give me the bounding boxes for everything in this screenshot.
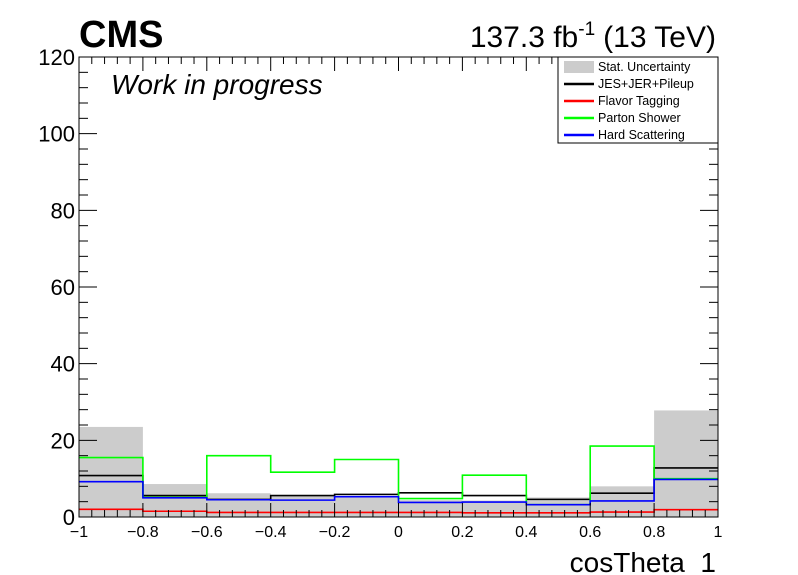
lumi-energy: (13 TeV)	[603, 21, 716, 54]
x-tick-label: −0.6	[191, 524, 223, 541]
x-tick-label: 0.2	[451, 524, 473, 541]
x-tick-label: 1	[714, 524, 723, 541]
y-tick-label: 120	[38, 45, 75, 70]
x-tick-label: −0.8	[127, 524, 159, 541]
experiment-label: CMS	[79, 14, 163, 56]
stat-uncertainty-legend-label: Stat. Uncertainty	[598, 60, 691, 74]
stat-uncertainty-bin-2	[206, 493, 271, 517]
flavor-tagging-line	[79, 508, 718, 514]
lumi-exponent: -1	[578, 19, 595, 40]
x-axis-label: cosTheta_1	[570, 547, 716, 575]
lumi-value: 137.3 fb	[470, 21, 578, 54]
y-tick-label: 80	[51, 198, 75, 223]
stat-uncertainty-bin-1	[142, 484, 207, 517]
hard-scattering-legend-label: Hard Scattering	[598, 128, 685, 142]
legend: Stat. Uncertainty JES+JER+Pileup Flavor Ta…	[557, 56, 719, 144]
y-tick-label: 60	[51, 275, 75, 300]
x-tick-label: 0.6	[579, 524, 601, 541]
x-tick-label: −0.4	[255, 524, 287, 541]
flavor-tagging-legend-label: Flavor Tagging	[598, 94, 680, 108]
stat-uncertainty-bin-4	[334, 497, 399, 517]
y-tick-label: 40	[51, 352, 75, 377]
x-tick-label: −1	[70, 524, 88, 541]
x-tick-label: 0.8	[643, 524, 665, 541]
y-tick-label: 20	[51, 428, 75, 453]
y-tick-label: 100	[38, 122, 75, 147]
y-tick-label: 0	[63, 505, 75, 530]
parton-shower-legend-label: Parton Shower	[598, 111, 681, 125]
luminosity-label: 137.3 fb-1 (13 TeV)	[470, 19, 716, 54]
x-tick-label: 0	[394, 524, 403, 541]
x-tick-label: 0.4	[515, 524, 537, 541]
stat-uncertainty-bin-7	[526, 497, 591, 517]
hard-scattering-line	[79, 478, 718, 506]
parton-shower-line	[79, 445, 718, 506]
stat-uncertainty-bin-6	[462, 500, 527, 517]
jes-jer-pileup-legend-label: JES+JER+Pileup	[598, 77, 694, 91]
plot-content	[79, 410, 718, 517]
status-label: Work in progress	[111, 69, 323, 100]
x-tick-label: −0.2	[319, 524, 351, 541]
stat-uncertainty-legend-swatch	[564, 61, 594, 73]
stat-uncertainty-bin-0	[79, 426, 143, 517]
stat-uncertainty-bin-9	[654, 410, 718, 517]
